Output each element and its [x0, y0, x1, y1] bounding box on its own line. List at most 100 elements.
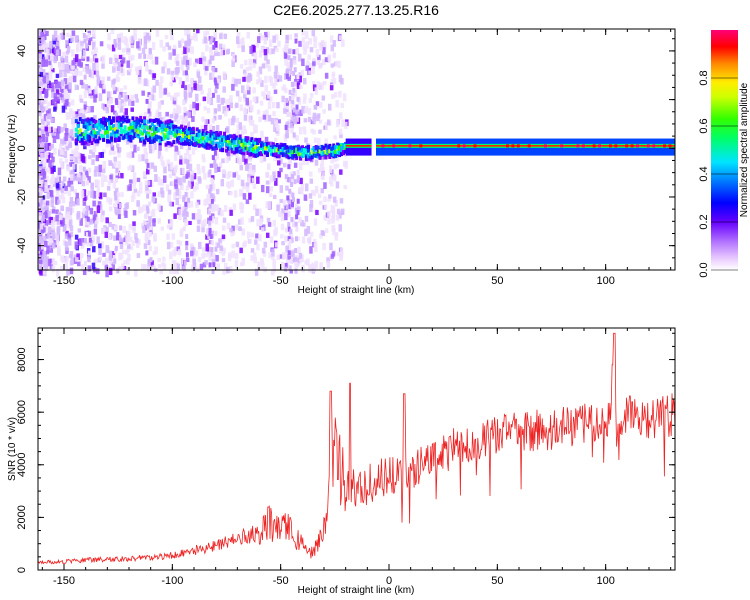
- heatmap-cell: [87, 33, 91, 39]
- heatmap-cell: [145, 135, 149, 140]
- heatmap-cell: [268, 39, 273, 48]
- heatmap-cell: [192, 101, 196, 109]
- heatmap-cell: [185, 245, 189, 251]
- heatmap-cell: [157, 111, 162, 117]
- heatmap-cell: [330, 63, 335, 68]
- heatmap-cell: [277, 170, 281, 178]
- heatmap-cell: [216, 52, 221, 57]
- heatmap-cell: [275, 152, 279, 157]
- heatmap-cell: [178, 77, 183, 85]
- heatmap-cell: [254, 137, 258, 142]
- heatmap-cell: [295, 48, 300, 55]
- heatmap-cell: [261, 247, 266, 254]
- heatmap-cell: [166, 241, 171, 250]
- heatmap-cell: [95, 70, 100, 78]
- heatmap-cell: [315, 209, 319, 216]
- heatmap-cell: [284, 173, 288, 179]
- heatmap-cell: [199, 263, 204, 271]
- heatmap-cell: [60, 205, 65, 211]
- heatmap-cell: [288, 265, 292, 271]
- y-tick-label: 6000: [16, 400, 28, 424]
- heatmap-cell: [260, 184, 265, 193]
- heatmap-cell: [285, 154, 289, 159]
- heatmap-cell: [206, 194, 211, 201]
- heatmap-cell: [188, 172, 193, 180]
- heatmap-cell: [115, 112, 119, 118]
- heatmap-cell: [185, 141, 189, 146]
- heatmap-cell: [78, 94, 83, 102]
- heatmap-cell: [42, 56, 47, 64]
- heatmap-cell: [265, 153, 269, 158]
- heatmap-cell: [105, 143, 109, 148]
- colorbar-tick-label: 0.4: [698, 166, 710, 181]
- heatmap-cell: [108, 255, 113, 261]
- heatmap-cell: [338, 128, 343, 135]
- heatmap-cell: [129, 36, 133, 44]
- heatmap-cell: [47, 101, 51, 107]
- heatmap-cell: [104, 175, 108, 182]
- heatmap-cell: [330, 157, 334, 164]
- heatmap-cell: [77, 172, 81, 178]
- heatmap-cell: [186, 111, 190, 117]
- heatmap-cell: [60, 162, 64, 170]
- heatmap-cell: [285, 109, 289, 115]
- heatmap-cell: [234, 259, 239, 268]
- heatmap-cell: [229, 150, 234, 157]
- heatmap-cell: [190, 82, 195, 87]
- heatmap-cell: [215, 83, 219, 89]
- heatmap-cell: [126, 230, 131, 236]
- heatmap-cell: [256, 153, 260, 158]
- heatmap-cell: [143, 139, 147, 144]
- heatmap-cell: [247, 177, 251, 183]
- heatmap-cell: [324, 154, 328, 159]
- heatmap-cell: [205, 131, 209, 136]
- heatmap-cell: [320, 188, 324, 194]
- heatmap-cell: [201, 220, 205, 228]
- heatmap-cell: [97, 201, 102, 208]
- heatmap-cell: [258, 32, 262, 39]
- heatmap-cell: [214, 108, 218, 114]
- heatmap-cell: [252, 183, 257, 189]
- heatmap-cell: [41, 87, 46, 94]
- heatmap-cell: [232, 203, 237, 211]
- heatmap-cell: [238, 188, 243, 197]
- heatmap-cell: [117, 214, 121, 220]
- heatmap-cell: [310, 92, 314, 98]
- heatmap-cell: [194, 250, 199, 256]
- heatmap-cell: [279, 185, 284, 193]
- heatmap-cell: [102, 84, 106, 90]
- heatmap-cell: [214, 40, 218, 48]
- heatmap-cell: [150, 136, 154, 141]
- heatmap-cell: [248, 100, 252, 107]
- heatmap-cell: [224, 141, 228, 146]
- heatmap-cell: [43, 235, 47, 243]
- heatmap-cell: [148, 118, 152, 123]
- heatmap-cell: [91, 235, 96, 243]
- heatmap-cell: [314, 87, 319, 95]
- heatmap-cell: [184, 85, 188, 91]
- heatmap-cell: [137, 118, 141, 123]
- heatmap-cell: [185, 128, 189, 133]
- heatmap-cell: [337, 60, 341, 68]
- heatmap-cell: [132, 225, 136, 233]
- heatmap-cell: [186, 33, 191, 42]
- x-tick-label: 100: [596, 575, 614, 587]
- heatmap-cell: [44, 265, 49, 271]
- heatmap-cell: [190, 264, 195, 273]
- heatmap-cell: [336, 208, 341, 215]
- heatmap-cell: [116, 232, 120, 238]
- heatmap-cell: [235, 241, 240, 248]
- heatmap-cell: [117, 43, 122, 50]
- heatmap-cell: [260, 152, 264, 157]
- heatmap-cell: [208, 124, 213, 131]
- heatmap-cell: [157, 191, 162, 197]
- heatmap-cell: [164, 142, 168, 147]
- heatmap-cell: [271, 142, 275, 147]
- heatmap-cell: [201, 166, 206, 174]
- heatmap-cell: [246, 150, 250, 155]
- heatmap-cell: [63, 123, 67, 131]
- heatmap-cell: [219, 131, 223, 136]
- heatmap-cell: [209, 144, 213, 149]
- heatmap-cell: [75, 143, 79, 151]
